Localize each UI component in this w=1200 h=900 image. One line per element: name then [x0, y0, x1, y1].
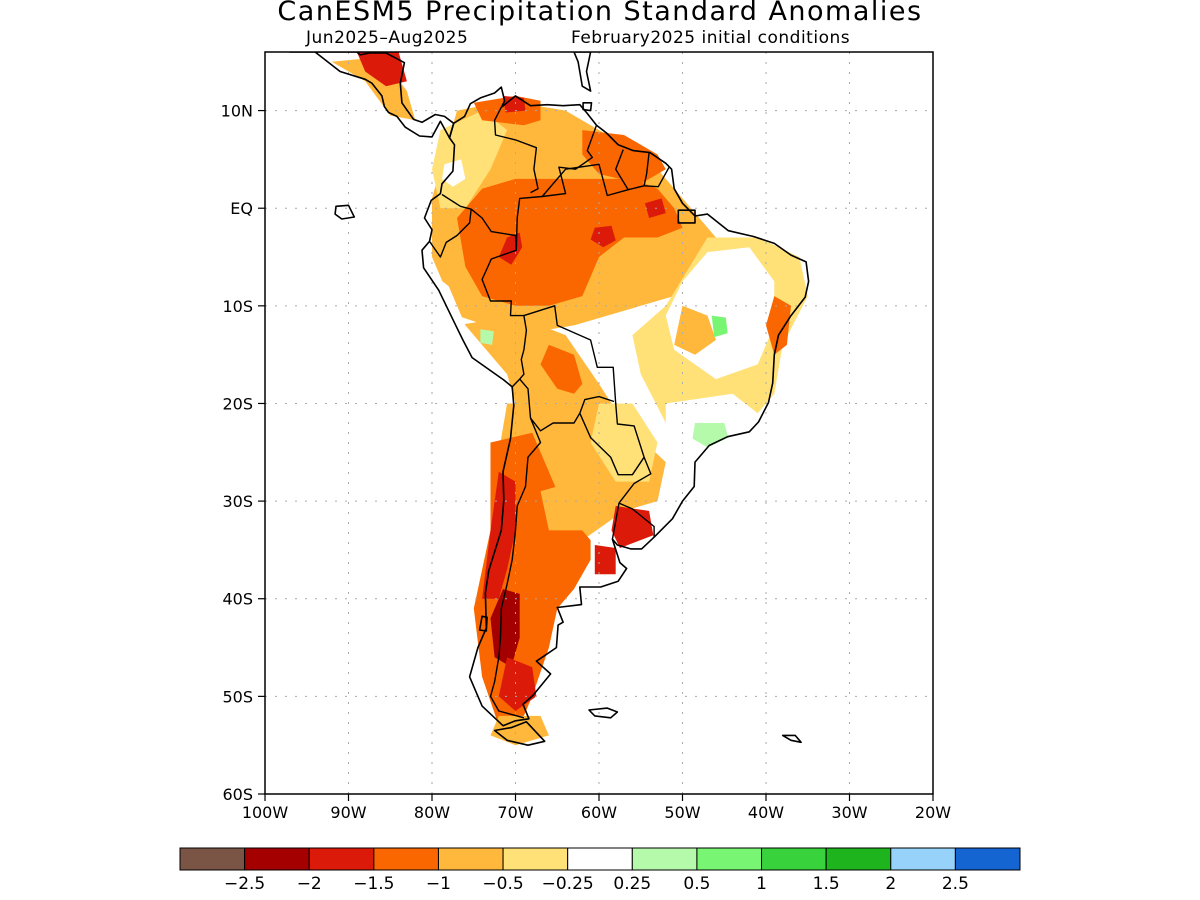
border-paraguay-argentina	[579, 412, 645, 476]
anomaly-region-green-1	[711, 315, 728, 338]
border-suriname-guiana	[643, 152, 650, 186]
colorbar-label: −1	[426, 874, 451, 894]
lat-tick-label: 60S	[222, 785, 253, 804]
border-bolivia-chile-arg	[519, 378, 615, 432]
anomaly-region-east-coast-orange	[766, 296, 791, 355]
initial-conditions: February2025 initial conditions	[571, 28, 851, 48]
colorbar-swatch	[373, 847, 439, 871]
anomaly-region-venezuela-dark	[503, 95, 526, 113]
colorbar-label: −0.25	[542, 874, 594, 894]
border-uruguay-brazil	[618, 502, 655, 538]
anomaly-region-amazon	[457, 178, 683, 306]
border-colombia-venezuela	[493, 100, 539, 194]
coastline-south-georgia	[781, 734, 802, 744]
colorbar-swatch	[244, 847, 310, 871]
lat-tick-label: 50S	[222, 687, 253, 706]
colorbar-label: 0.5	[683, 874, 710, 894]
anomaly-region-guianas	[582, 130, 666, 184]
border-guyana-suriname	[615, 149, 629, 191]
border-venezuela-guyana	[542, 124, 598, 198]
coastline-falklands	[588, 707, 619, 719]
colorbar-swatch	[502, 847, 569, 871]
coastline-caribbean-islands	[573, 52, 592, 92]
lon-tick-label: 80W	[414, 803, 450, 822]
coastline-central-america	[289, 52, 455, 139]
colorbar-swatch	[825, 847, 892, 871]
colorbar-label: −0.5	[482, 874, 523, 894]
colorbar-label: 1.5	[813, 874, 840, 894]
colorbar-swatch	[631, 847, 698, 871]
lon-tick-label: 70W	[497, 803, 533, 822]
lat-tick-label: 40S	[222, 590, 253, 609]
anomaly-region-bolivia-orange	[540, 344, 583, 394]
anomaly-region-patagonia-dark	[490, 589, 520, 668]
lon-tick-label: 60W	[581, 803, 617, 822]
colorbar-swatch	[567, 847, 633, 871]
colorbar-label: −2.5	[224, 874, 265, 894]
coastline-chiloe	[478, 615, 488, 632]
coastline-tierra-del-fuego	[493, 720, 546, 747]
colorbar-swatch	[954, 847, 1021, 871]
colorbar-swatch	[696, 847, 763, 871]
anomaly-region-patagonia-red	[498, 657, 537, 711]
lat-tick-label: 10S	[222, 297, 253, 316]
lon-tick-label: 20W	[915, 803, 951, 822]
colorbar-swatch	[761, 847, 827, 871]
anomaly-region-amazon-dark-2	[590, 225, 616, 248]
forecast-period: Jun2025–Aug2025	[306, 28, 469, 48]
colorbar-label: 0.25	[613, 874, 651, 894]
colorbar-swatch	[308, 847, 375, 871]
border-chile-argentina	[489, 417, 542, 719]
colorbar-swatch	[437, 847, 504, 871]
anomaly-fills	[331, 52, 808, 746]
lon-tick-label: 100W	[242, 803, 289, 822]
lon-tick-label: 90W	[330, 803, 366, 822]
lat-tick-label: EQ	[230, 199, 253, 218]
anomaly-region-ne-brazil-light	[674, 305, 716, 355]
border-guiana-brazil	[644, 166, 670, 188]
map-title: CanESM5 Precipitation Standard Anomalies	[277, 0, 923, 27]
lat-tick-label: 30S	[222, 492, 253, 511]
border-brazil-north	[481, 163, 645, 458]
anomaly-region-cam-red	[356, 52, 407, 87]
country-borders	[428, 100, 670, 719]
colorbar-label: 1	[756, 874, 767, 894]
lon-tick-label: 50W	[664, 803, 700, 822]
coastline-trinidad	[582, 102, 593, 112]
anomaly-region-pampas-red	[594, 545, 616, 575]
coastline-marajo	[677, 209, 696, 224]
anomaly-region-green-3	[480, 329, 494, 345]
anomaly-region-cam-light	[331, 56, 416, 121]
colorbar-label: 2.5	[942, 874, 969, 894]
lat-tick-label: 20S	[222, 394, 253, 413]
border-ecuador-peru	[428, 209, 472, 258]
lon-tick-label: 30W	[831, 803, 867, 822]
lat-tick-label: 10N	[221, 102, 253, 121]
lon-tick-label: 40W	[748, 803, 784, 822]
colorbar-swatch	[890, 847, 956, 871]
colorbar-swatch	[179, 847, 246, 871]
anomaly-region-argentina-light	[540, 481, 591, 531]
coastline-galapagos	[334, 204, 356, 220]
anomaly-region-colombia-white	[442, 159, 466, 187]
colorbar: −2.5 −2 −1.5 −1 −0.5 −0.25 0.25 0.5 1 1.5 2 2.5	[179, 847, 1021, 894]
colorbar-label: 2	[885, 874, 896, 894]
border-colombia-ecuador-peru	[441, 193, 517, 251]
colorbar-label: −1.5	[353, 874, 394, 894]
border-argentina-brazil-uruguay	[611, 456, 652, 540]
coastlines	[289, 52, 810, 747]
colorbar-label: −2	[297, 874, 322, 894]
coastline-south-america	[421, 86, 810, 727]
gridlines	[265, 52, 933, 794]
